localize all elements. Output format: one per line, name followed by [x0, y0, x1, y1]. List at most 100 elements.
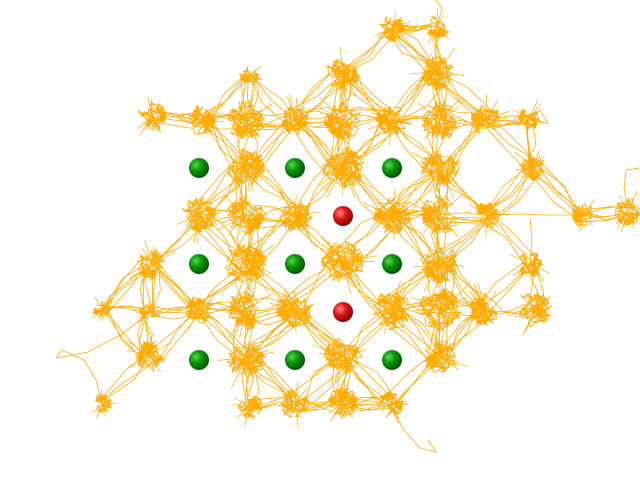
trajectory-link [288, 112, 342, 181]
trajectory-cluster [475, 201, 500, 228]
trajectory-link [435, 213, 491, 269]
trajectory-cluster [323, 100, 361, 140]
trajectory-link [386, 202, 441, 272]
trajectory-link [139, 254, 161, 315]
trajectory-cluster [470, 104, 500, 134]
trajectory-cluster [379, 16, 406, 42]
trajectory-strand [342, 27, 393, 73]
trajectory-spike [615, 191, 638, 233]
trajectory-spike [228, 282, 272, 341]
green-atom [382, 350, 402, 370]
trajectory-spike [229, 230, 275, 293]
green-atom [382, 254, 402, 274]
trajectory-cluster [519, 292, 553, 328]
trajectory-cluster [226, 100, 266, 140]
trajectory-cluster [275, 290, 314, 329]
trajectory-spike [410, 286, 475, 343]
trajectory-spike [367, 400, 410, 425]
trajectory-link [337, 345, 399, 412]
trajectory-spike [569, 199, 603, 233]
trajectory-cluster [372, 198, 412, 235]
trajectory-spike [269, 288, 315, 333]
trajectory-cluster [279, 200, 313, 232]
green-atom [382, 158, 402, 178]
red-atom [333, 206, 353, 226]
trajectory-strand [389, 404, 437, 453]
green-atom [189, 158, 209, 178]
trajectory-spike [319, 167, 373, 198]
trajectory-link [334, 396, 398, 413]
trajectory-link [577, 204, 636, 223]
trajectory-strand [623, 167, 640, 213]
trajectory-cluster [421, 100, 459, 140]
trajectory-spike [514, 149, 545, 179]
trajectory-link [385, 61, 449, 128]
trajectory-cluster [182, 196, 218, 233]
trajectory-cluster [138, 102, 167, 131]
trajectory-cluster [224, 243, 267, 284]
trajectory-spike [91, 296, 113, 322]
trajectory-spike [485, 93, 510, 121]
trajectory-link [285, 250, 349, 304]
trajectory-link [330, 110, 402, 176]
trajectory-spike [271, 190, 319, 238]
trajectory-spike [126, 335, 172, 373]
trajectory-cluster [227, 195, 266, 236]
trajectory-spike [312, 333, 367, 382]
trajectory-spike [412, 231, 465, 292]
green-atom [189, 254, 209, 274]
trajectory-spike [433, 328, 469, 371]
trajectory-link [192, 304, 252, 371]
trajectory-link [291, 309, 346, 362]
trajectory-spike [320, 236, 378, 295]
trajectory-link [427, 210, 495, 224]
trajectory-link [188, 206, 249, 275]
trajectory-link [290, 394, 348, 413]
trajectory-cluster [468, 292, 498, 326]
trajectory-spike [175, 103, 224, 123]
trajectory-link [192, 156, 252, 224]
trajectory-link [331, 204, 403, 275]
trajectory-link [483, 163, 540, 223]
trajectory-link [385, 24, 442, 81]
trajectory-spike [510, 254, 551, 282]
trajectory-cluster [279, 388, 311, 418]
trajectory-spike [463, 282, 497, 322]
trajectory-cluster [135, 340, 166, 372]
trajectory-link [241, 117, 304, 180]
trajectory-spike [238, 65, 262, 88]
trajectory-link [195, 114, 253, 130]
trajectory-link [430, 110, 494, 177]
trajectory-link [232, 204, 302, 271]
trajectory-link [332, 64, 401, 127]
trajectory-link [430, 159, 494, 217]
trajectory-link [381, 297, 449, 321]
trajectory-link [435, 253, 494, 319]
trajectory-spike [176, 196, 222, 245]
trajectory-link [428, 253, 455, 314]
trajectory-spike [417, 93, 463, 152]
green-atom [285, 254, 305, 274]
trajectory-blobs [91, 8, 640, 428]
trajectory-cluster [372, 291, 411, 331]
trajectory-link [382, 348, 446, 409]
trajectory-spike [232, 397, 269, 427]
trajectory-cluster [227, 290, 258, 330]
red-atom [333, 302, 353, 322]
trajectory-cluster [420, 150, 460, 186]
trajectory-link [382, 297, 452, 367]
trajectory-spike [418, 187, 471, 237]
trajectory-link [194, 110, 254, 177]
trajectory-spike [512, 99, 544, 124]
trajectory-link [381, 202, 444, 223]
trajectory-spike [409, 43, 465, 90]
trajectory-spike [411, 151, 462, 200]
trajectory-link [286, 210, 356, 274]
atoms-layer [189, 158, 402, 370]
trajectory-strand [529, 217, 533, 265]
trajectory-spike [229, 148, 270, 200]
trajectory-link [191, 265, 256, 319]
trajectory-cluster [420, 195, 457, 234]
trajectory-link [287, 353, 351, 412]
